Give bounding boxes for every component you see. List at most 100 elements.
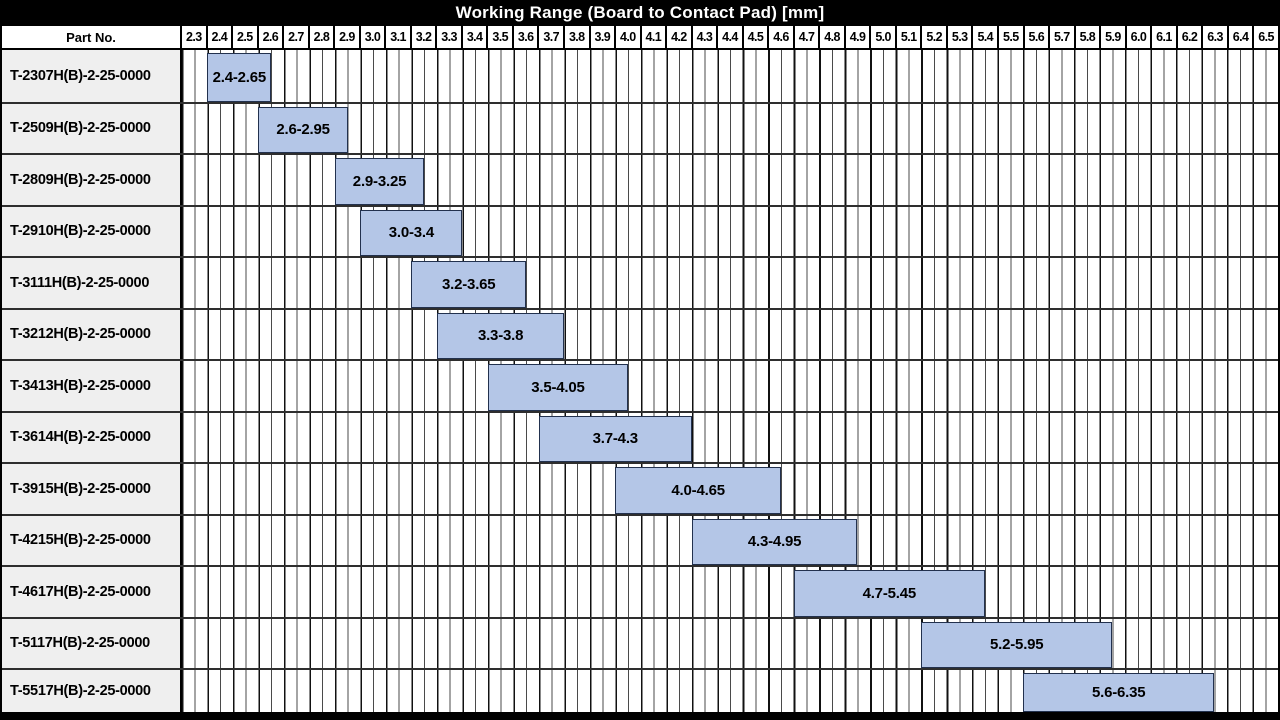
axis-tick-label: 5.4 — [971, 26, 997, 48]
part-no-cell: T-3614H(B)-2-25-0000 — [2, 412, 182, 462]
table-row: T-2307H(B)-2-25-0000 2.4-2.65 — [2, 50, 1278, 102]
axis-tick-label: 2.9 — [333, 26, 359, 48]
table-row: T-2910H(B)-2-25-0000 3.0-3.4 — [2, 204, 1278, 256]
axis-tick-label: 4.6 — [767, 26, 793, 48]
axis-tick-label: 5.8 — [1073, 26, 1100, 48]
axis-tick-label: 6.4 — [1226, 26, 1253, 48]
row-grid-area: 3.0-3.4 — [182, 206, 1278, 256]
axis-tick-label: 3.0 — [358, 26, 385, 48]
axis-tick-label: 3.7 — [537, 26, 563, 48]
part-no-cell: T-2809H(B)-2-25-0000 — [2, 155, 182, 205]
range-bar: 3.7-4.3 — [538, 415, 692, 462]
table-row: T-5117H(B)-2-25-0000 5.2-5.95 — [2, 616, 1278, 668]
axis-tick-label: 5.3 — [945, 26, 972, 48]
range-bar: 3.5-4.05 — [487, 364, 629, 411]
axis-tick-label: 3.6 — [511, 26, 538, 48]
axis-tick-label: 5.0 — [869, 26, 895, 48]
axis-tick-label: 2.5 — [231, 26, 257, 48]
axis-tick-label: 4.9 — [843, 26, 870, 48]
axis-tick-label: 5.1 — [894, 26, 921, 48]
rows-container: T-2307H(B)-2-25-0000 2.4-2.65 T-2509H(B)… — [2, 50, 1278, 712]
range-bar: 3.0-3.4 — [360, 209, 463, 256]
axis-tick-label: 4.1 — [639, 26, 666, 48]
range-bar-label: 3.5-4.05 — [531, 378, 585, 396]
axis-tick-label: 6.1 — [1150, 26, 1176, 48]
table-row: T-2509H(B)-2-25-0000 2.6-2.95 — [2, 101, 1278, 153]
range-bar-label: 3.0-3.4 — [388, 224, 435, 242]
axis-tick-label: 5.2 — [920, 26, 946, 48]
axis-tick-label: 3.1 — [384, 26, 410, 48]
axis-ticks: 2.3 2.4 2.5 2.6 2.7 2.8 2.9 3.0 3.1 3.2 … — [182, 26, 1278, 48]
range-bar: 4.3-4.95 — [691, 518, 858, 565]
range-bar-label: 3.7-4.3 — [592, 430, 639, 448]
axis-tick-label: 2.3 — [185, 30, 202, 44]
axis-tick-label: 2.6 — [256, 26, 283, 48]
axis-tick-label: 2.8 — [307, 26, 334, 48]
part-no-cell: T-2307H(B)-2-25-0000 — [2, 50, 182, 102]
chart-title: Working Range (Board to Contact Pad) [mm… — [2, 0, 1278, 26]
axis-tick-label: 4.8 — [818, 26, 844, 48]
part-no-cell: T-5117H(B)-2-25-0000 — [2, 618, 182, 668]
part-no-column-header: Part No. — [2, 26, 182, 48]
range-bar-label: 4.0-4.65 — [671, 481, 725, 499]
axis-tick-label: 5.9 — [1099, 26, 1125, 48]
part-no-cell: T-3915H(B)-2-25-0000 — [2, 464, 182, 514]
row-grid-area: 4.3-4.95 — [182, 515, 1278, 565]
range-bar: 4.7-5.45 — [793, 570, 985, 617]
bottom-border-strip — [2, 712, 1278, 720]
axis-tick-label: 4.3 — [690, 26, 717, 48]
range-bar: 2.4-2.65 — [207, 53, 272, 102]
range-bar: 3.2-3.65 — [411, 261, 527, 308]
part-no-cell: T-2509H(B)-2-25-0000 — [2, 103, 182, 153]
table-row: T-2809H(B)-2-25-0000 2.9-3.25 — [2, 153, 1278, 205]
table-row: T-3915H(B)-2-25-0000 4.0-4.65 — [2, 462, 1278, 514]
row-grid-area: 2.9-3.25 — [182, 155, 1278, 205]
table-row: T-4617H(B)-2-25-0000 4.7-5.45 — [2, 565, 1278, 617]
axis-tick-label: 3.8 — [562, 26, 589, 48]
part-no-cell: T-3212H(B)-2-25-0000 — [2, 309, 182, 359]
range-bar: 5.6-6.35 — [1023, 673, 1215, 712]
range-bar-label: 5.6-6.35 — [1091, 684, 1146, 701]
part-no-cell: T-3413H(B)-2-25-0000 — [2, 361, 182, 411]
range-bar: 2.9-3.25 — [334, 158, 425, 205]
axis-tick-label: 3.3 — [435, 26, 461, 48]
table-row: T-3614H(B)-2-25-0000 3.7-4.3 — [2, 410, 1278, 462]
axis-tick-label: 4.4 — [716, 26, 742, 48]
axis-tick-label: 4.5 — [741, 26, 768, 48]
range-bar-label: 3.2-3.65 — [442, 275, 496, 293]
range-bar: 2.6-2.95 — [258, 106, 348, 153]
row-grid-area: 3.3-3.8 — [182, 309, 1278, 359]
axis-tick-label: 4.2 — [665, 26, 691, 48]
axis-tick-label: 6.2 — [1175, 26, 1202, 48]
row-grid-area: 2.4-2.65 — [182, 50, 1278, 102]
table-row: T-3413H(B)-2-25-0000 3.5-4.05 — [2, 359, 1278, 411]
row-grid-area: 5.2-5.95 — [182, 618, 1278, 668]
row-grid-area: 4.0-4.65 — [182, 464, 1278, 514]
range-bar: 5.2-5.95 — [921, 621, 1113, 668]
range-bar-label: 2.4-2.65 — [212, 68, 267, 86]
range-bar: 4.0-4.65 — [615, 467, 781, 514]
part-no-cell: T-5517H(B)-2-25-0000 — [2, 670, 182, 712]
table-row: T-4215H(B)-2-25-0000 4.3-4.95 — [2, 513, 1278, 565]
range-bar-label: 5.2-5.95 — [990, 636, 1044, 654]
axis-tick-label: 3.5 — [486, 26, 512, 48]
row-grid-area: 3.7-4.3 — [182, 412, 1278, 462]
range-bar-label: 4.7-5.45 — [862, 584, 917, 602]
axis-tick-label: 2.7 — [282, 26, 308, 48]
axis-tick-label: 4.0 — [614, 26, 640, 48]
part-no-cell: T-4215H(B)-2-25-0000 — [2, 515, 182, 565]
table-row: T-3212H(B)-2-25-0000 3.3-3.8 — [2, 307, 1278, 359]
part-no-cell: T-3111H(B)-2-25-0000 — [2, 258, 182, 308]
axis-tick-label: 3.9 — [588, 26, 615, 48]
axis-tick-label: 4.7 — [792, 26, 819, 48]
row-grid-area: 2.6-2.95 — [182, 103, 1278, 153]
axis-tick-label: 5.6 — [1022, 26, 1049, 48]
axis-tick-label: 2.4 — [205, 26, 232, 48]
range-bar-label: 2.6-2.95 — [276, 121, 330, 139]
axis-tick-label: 5.5 — [997, 26, 1023, 48]
axis-tick-label: 6.0 — [1124, 26, 1151, 48]
row-grid-area: 3.5-4.05 — [182, 361, 1278, 411]
range-bar: 3.3-3.8 — [436, 312, 565, 359]
axis-tick-label: 6.5 — [1252, 26, 1278, 48]
